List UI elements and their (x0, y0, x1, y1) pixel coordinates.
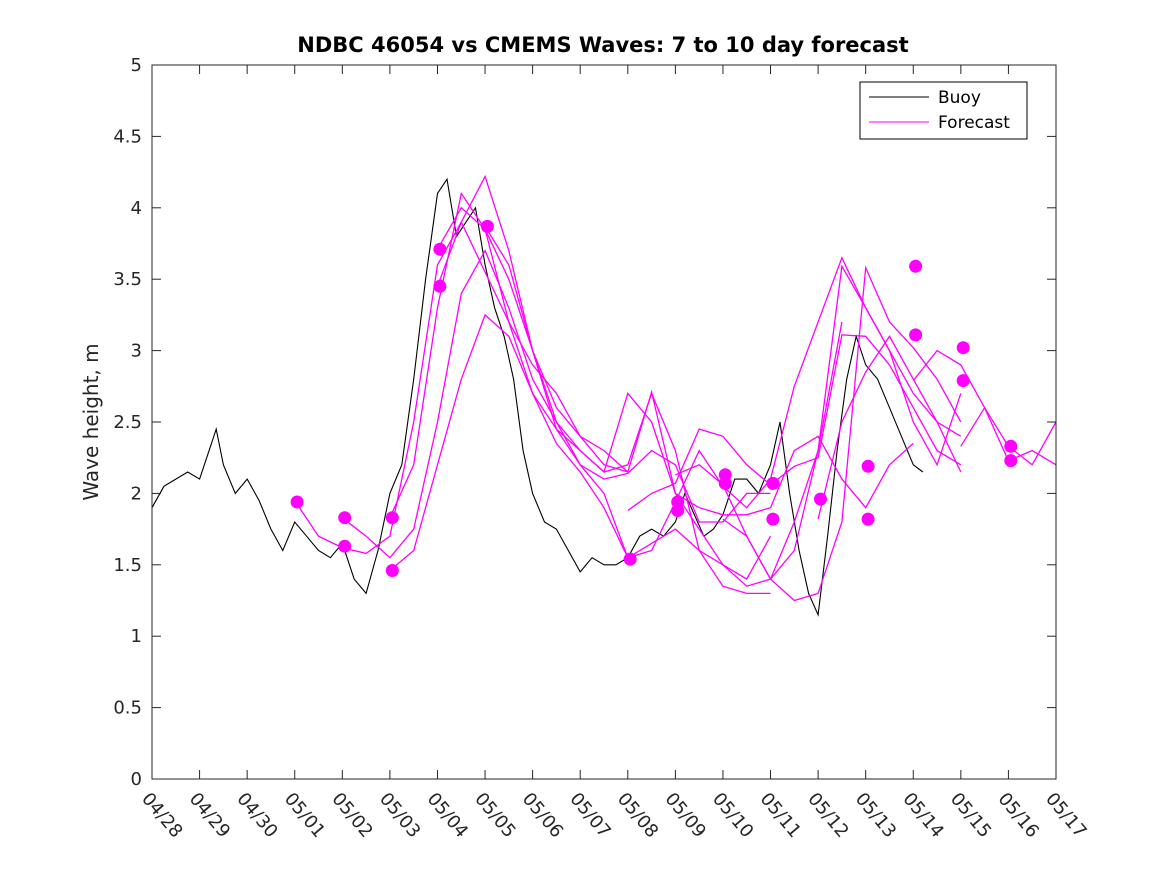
forecast-marker-1 (290, 495, 304, 509)
legend-box (859, 81, 1028, 140)
forecast-run-line-10 (722, 265, 962, 602)
y-tick-label: 1 (131, 626, 142, 647)
forecast-marker-16 (814, 492, 827, 506)
legend-buoy-label: Buoy (938, 88, 981, 108)
y-tick-label: 2 (131, 483, 142, 504)
y-tick-label: 4 (131, 198, 142, 219)
forecast-marker-6 (433, 242, 447, 256)
forecast-marker-5 (385, 564, 399, 577)
forecast-marker-20 (909, 328, 923, 342)
y-tick-label: 4.5 (113, 126, 142, 147)
forecast-marker-3 (338, 539, 352, 553)
forecast-marker-15 (766, 512, 780, 526)
forecast-marker-19 (909, 259, 923, 273)
forecast-run-line-8 (627, 334, 962, 512)
forecast-marker-14 (766, 476, 780, 490)
forecast-run-line-3 (389, 191, 843, 587)
y-tick-label: 3.5 (113, 269, 142, 290)
forecast-run-line-4 (389, 313, 772, 581)
y-tick-label: 5 (131, 55, 142, 76)
forecast-marker-4 (385, 511, 399, 525)
forecast-run-line-5 (436, 206, 914, 516)
chart-title: NDBC 46054 vs CMEMS Waves: 7 to 10 day f… (297, 33, 908, 57)
y-tick-label: 0 (131, 769, 142, 790)
legend: Buoy Forecast (859, 81, 1028, 140)
y-axis-label: Wave height, m (79, 343, 103, 500)
forecast-run-line-6 (436, 174, 771, 523)
buoy-series-line (151, 177, 924, 617)
y-tick-label: 0.5 (113, 698, 142, 719)
forecast-marker-17 (861, 459, 875, 473)
forecast-marker-24 (1004, 454, 1018, 468)
y-tick-label: 3 (131, 341, 142, 362)
y-tick-label: 2.5 (113, 412, 142, 433)
forecast-marker-8 (480, 219, 494, 233)
forecast-run-line-11 (817, 335, 962, 520)
forecast-marker-22 (956, 374, 970, 388)
forecast-marker-13 (718, 476, 732, 490)
forecast-marker-18 (861, 512, 875, 526)
forecast-marker-23 (1004, 439, 1018, 453)
forecast-marker-2 (338, 511, 352, 525)
forecast-marker-9 (623, 552, 637, 566)
forecast-marker-11 (671, 504, 685, 517)
forecast-marker-21 (956, 341, 970, 355)
legend-forecast-label: Forecast (938, 113, 1010, 133)
y-tick-label: 1.5 (113, 555, 142, 576)
forecast-marker-7 (433, 279, 447, 293)
